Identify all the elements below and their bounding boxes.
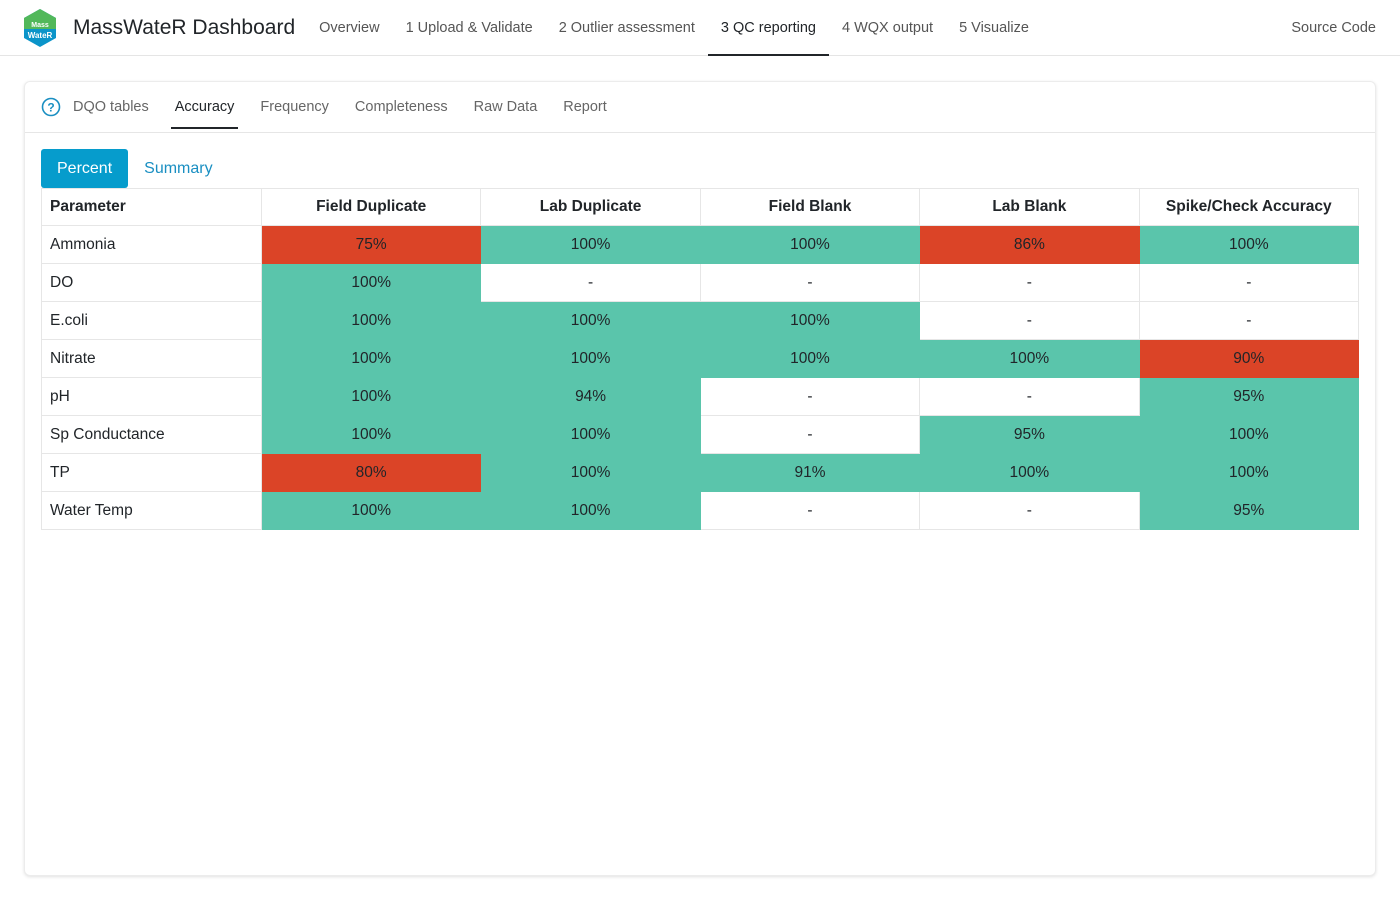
value-cell: 100% (260, 415, 482, 454)
tab-dqo-tables[interactable]: DQO tables (73, 99, 149, 115)
value-cell: 100% (260, 491, 482, 530)
value-cell: 100% (480, 453, 701, 492)
nav-item-5-visualize[interactable]: 5 Visualize (959, 19, 1029, 36)
value-cell: 95% (919, 415, 1140, 454)
nav-item-4-wqx-output[interactable]: 4 WQX output (842, 19, 934, 36)
parameter-cell: TP (41, 453, 262, 492)
value-cell: 100% (699, 225, 921, 264)
value-cell: 100% (480, 491, 701, 530)
value-cell: 75% (260, 225, 482, 264)
value-cell: 100% (1138, 453, 1360, 492)
value-cell: 90% (1138, 339, 1360, 378)
value-cell: 100% (260, 377, 482, 416)
tab-frequency[interactable]: Frequency (260, 99, 329, 115)
value-cell: - (919, 377, 1140, 416)
value-cell: 80% (260, 453, 482, 492)
value-cell: 100% (1138, 415, 1360, 454)
value-cell: 86% (919, 225, 1140, 264)
value-cell: 100% (480, 415, 701, 454)
parameter-cell: Ammonia (41, 225, 262, 264)
table-row: Sp Conductance 100% 100% -95% 100% (41, 415, 1360, 454)
value-cell: 100% (919, 339, 1140, 378)
svg-text:?: ? (47, 101, 54, 115)
parameter-cell: DO (41, 263, 262, 302)
column-header-field-blank: Field Blank (699, 188, 921, 226)
table-row: Nitrate 100% 100% 100% 100% 90% (41, 339, 1360, 378)
value-cell: 100% (1138, 225, 1360, 264)
qc-reporting-card: ? DQO tables Accuracy Frequency Completenes… (24, 81, 1376, 876)
table-row: TP 80% 100% 91% 100% 100% (41, 453, 1360, 492)
value-cell: - (1138, 263, 1360, 302)
table-row: Water Temp 100% 100% - -95% (41, 491, 1360, 530)
value-cell: - (699, 415, 921, 454)
value-cell: - (699, 491, 921, 530)
parameter-cell: Nitrate (41, 339, 262, 378)
column-header-lab-duplicate: Lab Duplicate (480, 188, 701, 226)
pill-percent[interactable]: Percent (41, 149, 129, 188)
source-code-link[interactable]: Source Code (1291, 19, 1376, 36)
tab-raw-data[interactable]: Raw Data (473, 99, 538, 115)
svg-text:Mass: Mass (31, 22, 49, 29)
value-cell: - (699, 263, 921, 302)
value-cell: 95% (1138, 377, 1360, 416)
value-cell: 94% (480, 377, 701, 416)
value-cell: 100% (699, 339, 921, 378)
value-cell: 100% (480, 225, 701, 264)
nav-item-3-qc-reporting[interactable]: 3 QC reporting (707, 0, 830, 56)
question-circle-icon[interactable]: ? (41, 82, 61, 132)
value-cell: 95% (1138, 491, 1360, 530)
parameter-cell: Water Temp (41, 491, 262, 530)
column-header-spike-check-accuracy: Spike/Check Accuracy (1138, 188, 1360, 226)
table-row: E.coli 100% 100% 100% - - (41, 301, 1360, 340)
value-cell: - (480, 263, 701, 302)
value-cell: - (919, 263, 1140, 302)
value-cell: 100% (480, 301, 701, 340)
tab-report[interactable]: Report (563, 99, 607, 115)
view-pills: Percent Summary (41, 149, 1375, 188)
value-cell: - (1138, 301, 1360, 340)
top-navbar: Mass WateR MassWateR Dashboard Overview 1… (0, 0, 1400, 56)
column-header-lab-blank: Lab Blank (919, 188, 1140, 226)
svg-text:WateR: WateR (28, 31, 53, 40)
parameter-cell: pH (41, 377, 262, 416)
column-header-parameter: Parameter (41, 188, 262, 226)
value-cell: 91% (699, 453, 921, 492)
tab-completeness[interactable]: Completeness (354, 99, 448, 115)
tab-accuracy[interactable]: Accuracy (170, 82, 239, 132)
value-cell: 100% (260, 263, 482, 302)
table-row: Ammonia 75% 100% 100% 86% 100% (41, 225, 1360, 264)
nav-item-overview[interactable]: Overview (319, 19, 380, 36)
app-title[interactable]: MassWateR Dashboard (73, 15, 296, 39)
column-header-field-duplicate: Field Duplicate (260, 188, 482, 226)
value-cell: 100% (919, 453, 1140, 492)
table-row: pH 100% 94% - -95% (41, 377, 1360, 416)
pill-summary[interactable]: Summary (144, 159, 213, 177)
nav-item-1-upload-validate[interactable]: 1 Upload & Validate (405, 19, 533, 36)
table-header-row: Parameter Field Duplicate Lab Duplicate Fie… (41, 188, 1360, 226)
value-cell: 100% (480, 339, 701, 378)
accuracy-table: Parameter Field Duplicate Lab Duplicate Fie… (41, 188, 1360, 530)
value-cell: 100% (699, 301, 921, 340)
dqo-tabs: ? DQO tables Accuracy Frequency Completenes… (25, 82, 1375, 133)
value-cell: 100% (260, 301, 482, 340)
main-nav: Overview 1 Upload & Validate 2 Outlier ass… (306, 0, 1042, 56)
value-cell: 100% (260, 339, 482, 378)
table-row: DO 100% - - - - (41, 263, 1360, 302)
parameter-cell: E.coli (41, 301, 262, 340)
masswater-logo-icon: Mass WateR (22, 8, 58, 48)
nav-item-2-outlier-assessment[interactable]: 2 Outlier assessment (558, 19, 695, 36)
value-cell: - (919, 491, 1140, 530)
parameter-cell: Sp Conductance (41, 415, 262, 454)
value-cell: - (919, 301, 1140, 340)
value-cell: - (699, 377, 921, 416)
